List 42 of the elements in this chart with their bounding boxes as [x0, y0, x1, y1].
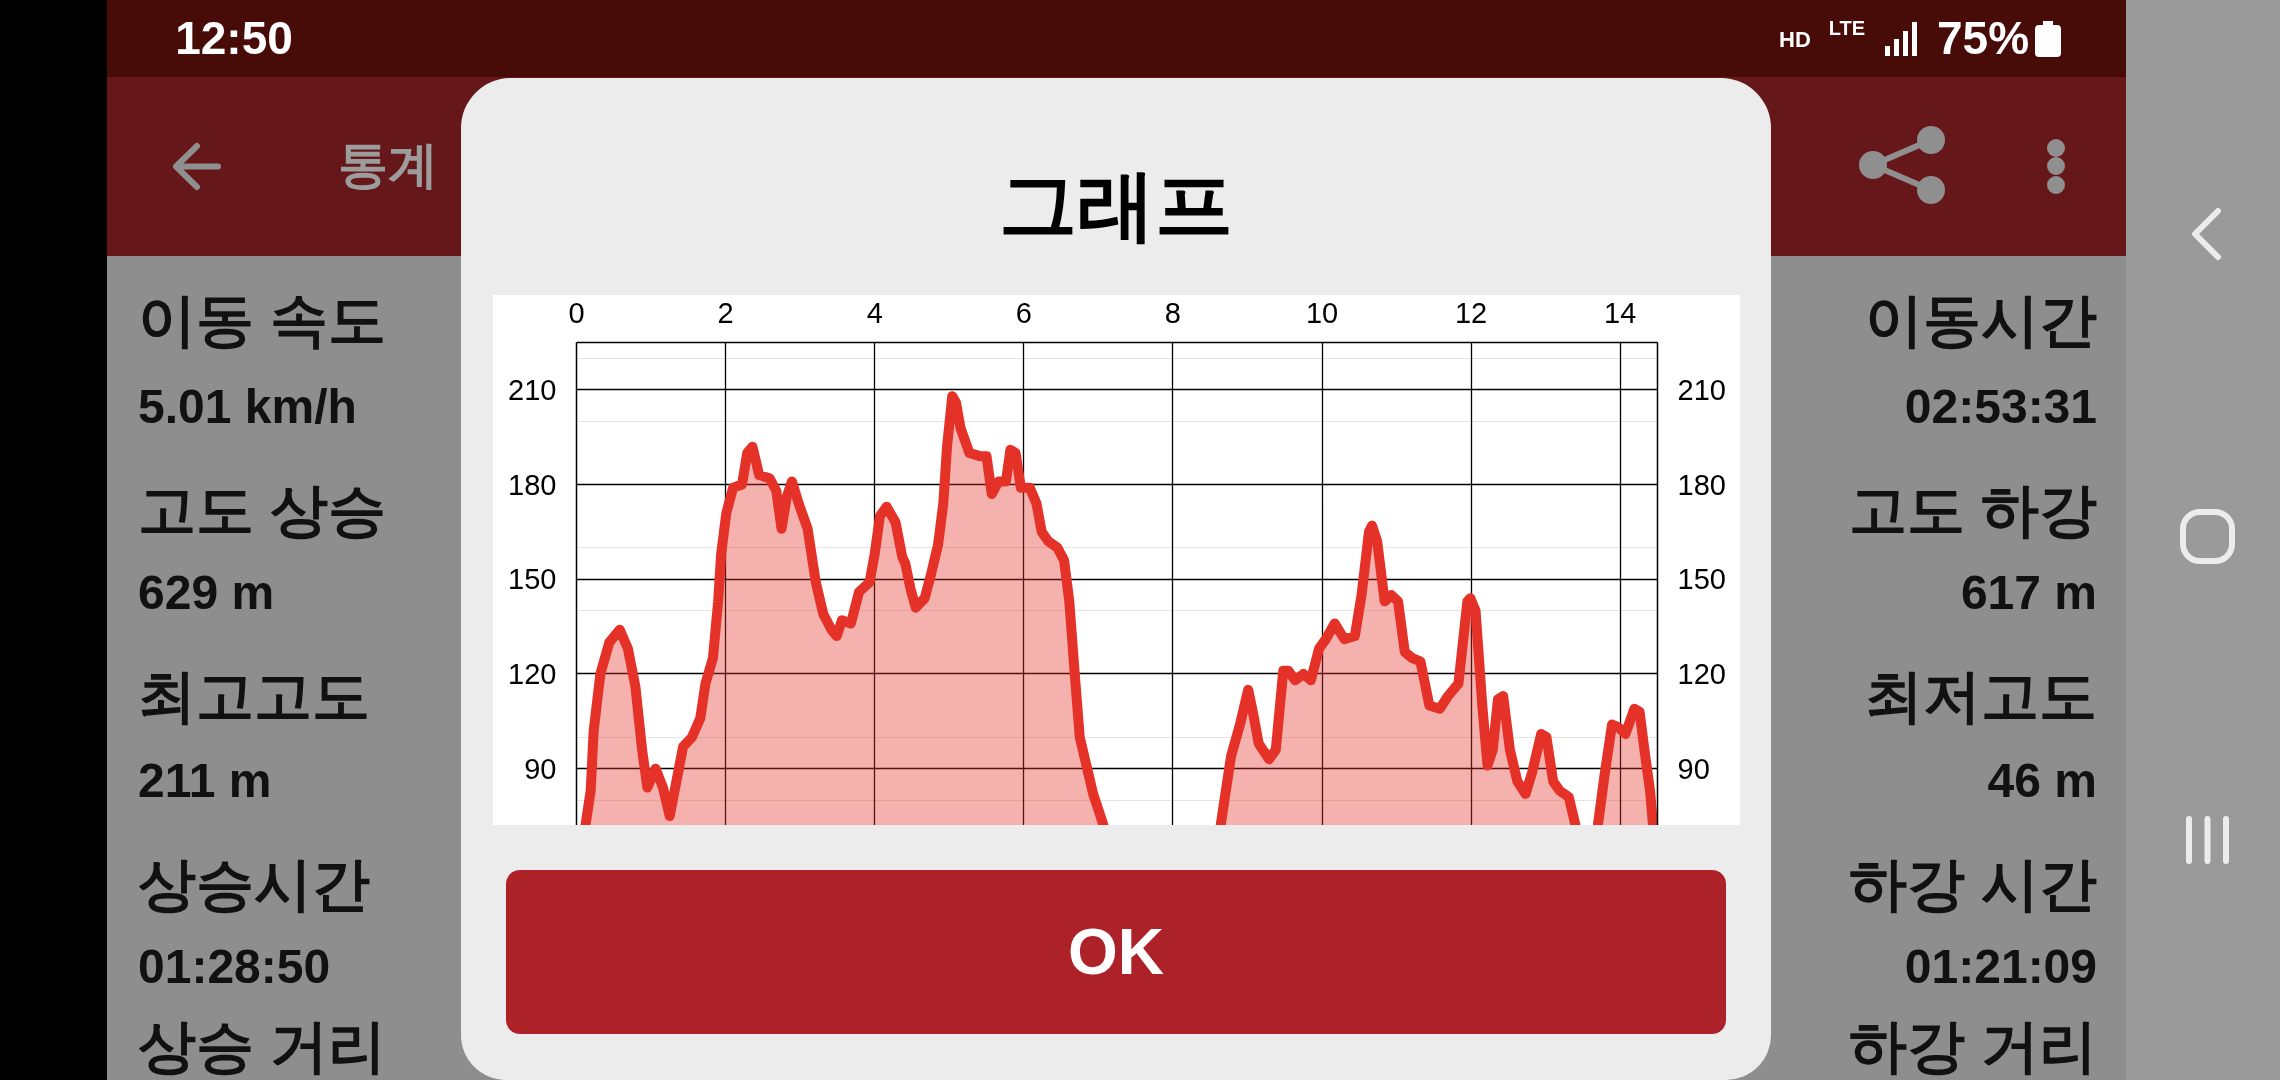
text: 이동 속도	[138, 287, 387, 352]
x-tick-label: 0	[568, 296, 585, 329]
y-tick-label: 180	[508, 468, 557, 501]
text: 02:53:31	[1904, 380, 2097, 433]
text: 629 m	[138, 566, 275, 619]
text: 하강 시간	[1848, 851, 2097, 916]
text: 01:21:09	[1904, 940, 2097, 993]
y2-tick-label: 90	[1677, 752, 1710, 785]
x-tick-label: 6	[1015, 296, 1032, 329]
text: 하강 거리	[1848, 1013, 2097, 1078]
y2-tick-label: 180	[1677, 468, 1726, 501]
text: 고도 하강	[1848, 477, 2097, 542]
text: 이동시간	[1865, 287, 2097, 352]
x-tick-label: 2	[717, 296, 734, 329]
y-tick-label: 90	[524, 752, 557, 785]
text: 상승 거리	[138, 1013, 387, 1078]
text: 211 m	[138, 754, 272, 807]
y-tick-label: 120	[508, 657, 557, 690]
text: 고도 상승	[138, 477, 387, 542]
text: 상승시간	[138, 851, 370, 916]
text: 최고고도	[138, 663, 370, 728]
y-tick-label: 210	[508, 373, 557, 406]
text: 최저고도	[1865, 663, 2097, 728]
text: HD	[1779, 27, 1811, 52]
text: LTE	[1828, 17, 1866, 39]
text: 통계	[338, 137, 438, 193]
x-tick-label: 8	[1164, 296, 1181, 329]
x-tick-label: 14	[1604, 296, 1637, 329]
x-tick-label: 12	[1454, 296, 1488, 329]
text: 01:28:50	[138, 940, 331, 993]
y-tick-label: 150	[508, 563, 557, 596]
x-tick-label: 4	[866, 296, 883, 329]
text: 46 m	[1987, 754, 2097, 807]
y2-tick-label: 120	[1677, 657, 1726, 690]
text: OK	[1068, 916, 1164, 988]
text: 75%	[1936, 12, 2030, 64]
y2-tick-label: 150	[1677, 563, 1726, 596]
text: 5.01 km/h	[138, 380, 357, 433]
x-tick-label: 10	[1305, 296, 1339, 329]
y2-tick-label: 210	[1677, 373, 1726, 406]
text: 12:50	[175, 12, 293, 64]
text: 617 m	[1960, 566, 2097, 619]
